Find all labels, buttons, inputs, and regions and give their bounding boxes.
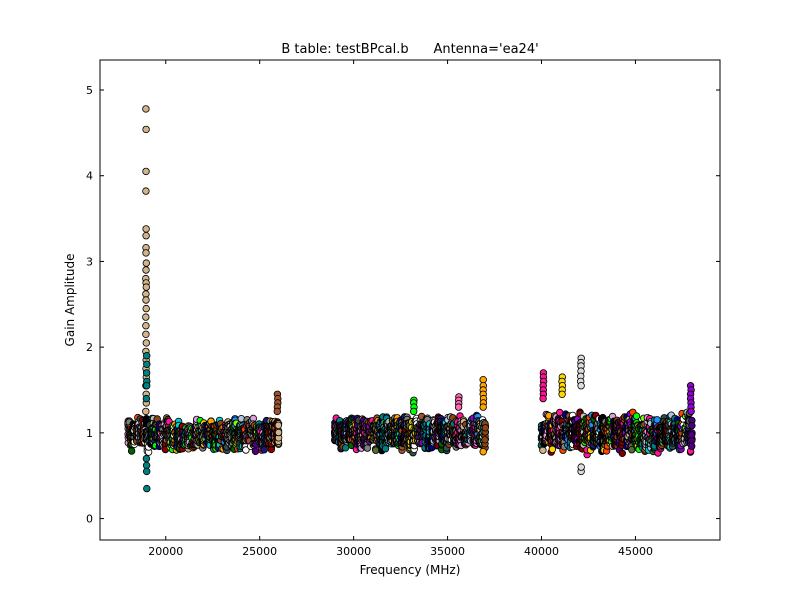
outlier-point [142, 339, 150, 347]
data-point [274, 428, 283, 437]
y-tick-label: 3 [86, 255, 93, 268]
data-point [341, 444, 350, 452]
outlier-point [142, 407, 150, 416]
x-axis-label: Frequency (MHz) [360, 563, 461, 577]
data-point [251, 447, 260, 455]
x-tick-label: 30000 [336, 545, 371, 558]
x-tick-label: 40000 [524, 545, 559, 558]
outlier-point [142, 330, 150, 338]
data-point [242, 446, 250, 454]
outlier-point [142, 225, 150, 233]
x-tick-label: 35000 [430, 545, 465, 558]
outlier-point [558, 390, 566, 398]
outlier-point [142, 266, 150, 274]
outlier-point [142, 352, 151, 360]
y-tick-label: 5 [86, 84, 93, 97]
outlier-point [142, 467, 151, 476]
outlier-point [142, 167, 150, 176]
outlier-point [479, 403, 487, 411]
outlier-point [142, 187, 150, 195]
y-tick-label: 4 [86, 170, 93, 183]
outlier-point [142, 322, 150, 330]
outlier-point [410, 407, 418, 416]
outlier-point [143, 360, 151, 368]
outlier-point [142, 394, 151, 403]
outlier-point [142, 313, 150, 321]
x-tick-label: 25000 [242, 545, 277, 558]
outlier-point [577, 382, 585, 390]
outlier-point [454, 403, 463, 411]
data-point [688, 442, 696, 450]
data-point [653, 416, 661, 424]
data-point [688, 431, 696, 439]
outlier-point [577, 463, 585, 471]
outlier-point [273, 407, 281, 416]
outlier-point [142, 369, 151, 377]
data-point [372, 446, 380, 454]
outlier-point [142, 249, 150, 257]
chart-title: B table: testBPcal.b Antenna='ea24' [281, 42, 538, 57]
data-point [481, 436, 489, 444]
y-tick-label: 1 [86, 427, 93, 440]
data-point [127, 447, 136, 455]
y-axis-label: Gain Amplitude [63, 254, 77, 347]
outlier-point [142, 296, 150, 304]
x-tick-label: 45000 [618, 545, 653, 558]
outlier-point [539, 394, 547, 403]
data-point [539, 446, 547, 454]
outlier-point [143, 484, 151, 493]
data-point [618, 449, 626, 457]
data-point [481, 424, 489, 432]
data-point [260, 446, 268, 454]
y-tick-label: 2 [86, 341, 93, 354]
outlier-point [687, 407, 695, 416]
outlier-point [142, 105, 150, 113]
y-tick-label: 0 [86, 513, 93, 526]
outlier-point [142, 283, 150, 291]
data-point [548, 445, 557, 453]
data-points [124, 105, 696, 493]
x-tick-label: 20000 [148, 545, 183, 558]
outlier-point [142, 382, 151, 390]
outlier-point [142, 304, 150, 313]
outlier-point [142, 125, 150, 134]
outlier-point [142, 454, 151, 463]
data-point [381, 445, 390, 453]
outlier-point [142, 259, 150, 267]
data-point [363, 444, 372, 452]
outlier-point [142, 231, 150, 240]
data-point [632, 412, 641, 420]
data-point [688, 421, 696, 430]
outlier-point [479, 448, 487, 456]
data-point [274, 421, 283, 429]
